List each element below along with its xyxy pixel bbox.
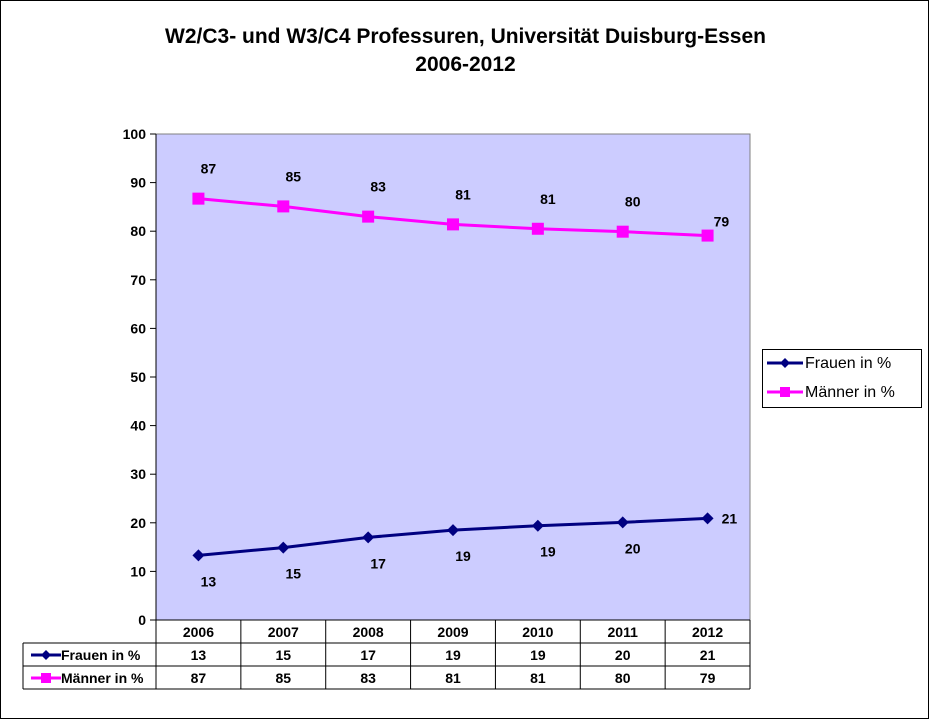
data-label-maenner: 85 — [285, 168, 301, 184]
data-label-maenner: 83 — [370, 179, 386, 195]
data-point-maenner — [701, 229, 714, 242]
data-point-frauen — [362, 531, 375, 544]
data-point-maenner — [277, 200, 290, 213]
data-label-maenner: 81 — [540, 191, 556, 207]
data-label-frauen: 13 — [201, 573, 217, 589]
table-key-marker-maenner — [41, 673, 51, 683]
data-label-maenner: 80 — [625, 194, 641, 210]
data-label-frauen: 21 — [722, 510, 738, 526]
y-axis: 0 10 20 30 40 50 60 70 80 90 100 — [123, 126, 157, 628]
series-lines — [192, 192, 714, 562]
y-tick-label: 80 — [130, 223, 146, 239]
table-row-label-frauen: Frauen in % — [61, 647, 141, 663]
legend: Frauen in % Männer in % — [762, 349, 922, 408]
table-key-marker-frauen — [41, 650, 51, 660]
table-cell-frauen: 15 — [275, 647, 291, 663]
y-tick-label: 50 — [130, 369, 146, 385]
table-cell-maenner: 87 — [191, 670, 207, 686]
table-header-year: 2010 — [522, 624, 553, 640]
data-point-frauen — [192, 549, 205, 562]
data-label-frauen: 15 — [285, 566, 301, 582]
data-point-maenner — [192, 192, 205, 205]
data-label-maenner: 87 — [201, 161, 217, 177]
table-header-year: 2012 — [692, 624, 723, 640]
y-tick-label: 40 — [130, 418, 146, 434]
data-point-maenner — [447, 218, 459, 231]
data-label-frauen: 20 — [625, 540, 641, 556]
data-label-frauen: 19 — [540, 544, 556, 560]
table-cell-maenner: 81 — [445, 670, 461, 686]
data-point-maenner — [616, 225, 629, 238]
y-tick-label: 70 — [130, 272, 146, 288]
table-header-year: 2007 — [268, 624, 299, 640]
table-cell-frauen: 17 — [360, 647, 376, 663]
data-point-frauen — [701, 512, 714, 525]
legend-label-maenner: Männer in % — [805, 384, 895, 401]
legend-label-frauen: Frauen in % — [805, 355, 892, 372]
table-cell-frauen: 13 — [191, 647, 207, 663]
legend-item-frauen: Frauen in % — [763, 351, 921, 375]
legend-swatch-frauen — [767, 358, 803, 368]
y-tick-label: 100 — [123, 126, 147, 142]
table-cell-frauen: 19 — [530, 647, 546, 663]
data-label-maenner: 81 — [455, 186, 471, 202]
data-label-frauen: 17 — [370, 555, 386, 571]
data-point-frauen — [531, 519, 544, 532]
data-point-frauen — [447, 524, 459, 537]
y-tick-label: 20 — [130, 515, 146, 531]
legend-swatch-maenner — [767, 387, 803, 397]
table-header-year: 2009 — [437, 624, 468, 640]
chart-subtitle: 2006-2012 — [415, 53, 516, 76]
y-tick-label: 10 — [130, 563, 146, 579]
data-point-frauen — [277, 541, 290, 554]
data-table: 2006 2007 2008 2009 2010 2011 2012 Frauen in % 1… — [22, 619, 751, 690]
y-tick-label: 90 — [130, 175, 146, 191]
table-header-year: 2008 — [353, 624, 384, 640]
y-tick-label: 60 — [130, 320, 146, 336]
point-labels: 13 15 17 19 19 20 21 87 85 83 81 81 80 79 — [201, 161, 738, 590]
table-cell-frauen: 20 — [615, 647, 631, 663]
table-cell-maenner: 80 — [615, 670, 631, 686]
table-row-label-maenner: Männer in % — [61, 670, 144, 686]
table-cell-maenner: 83 — [360, 670, 376, 686]
table-cell-frauen: 21 — [700, 647, 716, 663]
table-header-year: 2011 — [608, 624, 639, 640]
y-tick-label: 30 — [130, 466, 146, 482]
data-point-maenner — [531, 222, 544, 235]
data-label-maenner: 79 — [714, 214, 730, 230]
table-header-year: 2006 — [183, 624, 214, 640]
data-label-frauen: 19 — [455, 548, 471, 564]
y-tick-label: 0 — [138, 612, 146, 628]
chart-title: W2/C3- und W3/C4 Professuren, Universitä… — [165, 25, 766, 48]
table-cell-maenner: 79 — [700, 670, 716, 686]
table-cell-maenner: 81 — [530, 670, 546, 686]
legend-item-maenner: Männer in % — [763, 380, 921, 404]
plot-area — [155, 133, 751, 621]
table-cell-maenner: 85 — [275, 670, 291, 686]
data-point-maenner — [362, 210, 375, 223]
table-cell-frauen: 19 — [445, 647, 461, 663]
data-point-frauen — [616, 516, 629, 529]
